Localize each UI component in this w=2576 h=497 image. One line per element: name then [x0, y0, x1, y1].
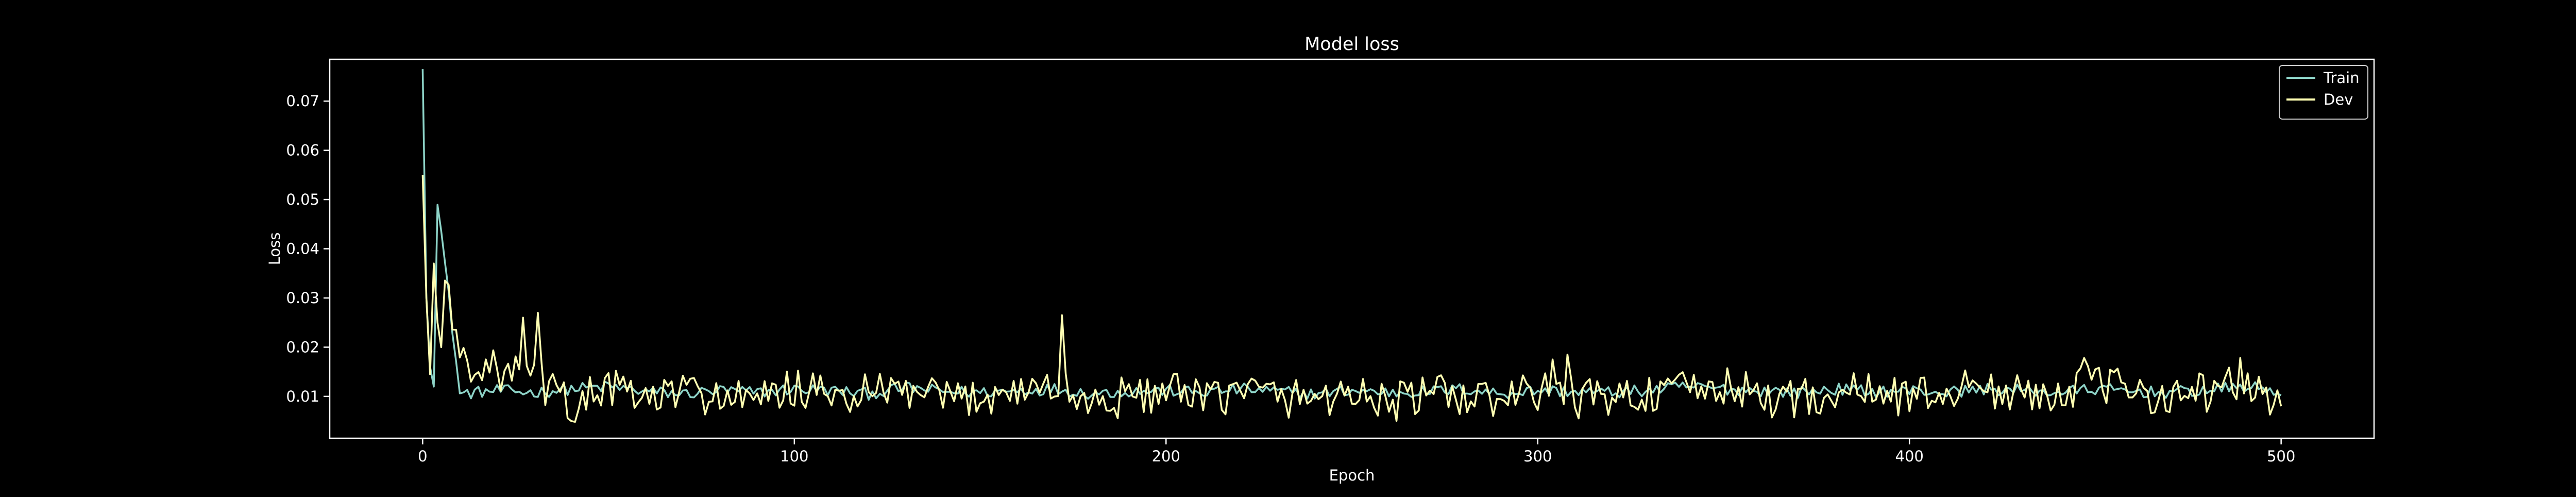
y-axis-label: Loss: [266, 233, 283, 266]
series-line-dev: [421, 175, 2282, 423]
y-tick-label: 0.03: [286, 289, 319, 307]
series-line-train: [421, 69, 2282, 401]
plot-area: 0 100 200 300 400 500 0.01 0.02 0.03 0.04 0.05 0.06…: [286, 58, 2375, 465]
x-tick-label: 0: [418, 448, 427, 465]
chart-title: Model loss: [1304, 34, 1399, 55]
x-tick-label: 300: [1523, 448, 1552, 465]
y-tick-label: 0.07: [286, 92, 319, 110]
y-tick-label: 0.02: [286, 338, 319, 356]
y-tick-label: 0.05: [286, 191, 319, 208]
chart-legend: Train Dev: [2279, 65, 2368, 120]
x-axis-label: Epoch: [1329, 467, 1375, 484]
y-tick-label: 0.01: [286, 388, 319, 405]
x-tick-label: 100: [780, 448, 808, 465]
x-tick-label: 200: [1152, 448, 1180, 465]
y-tick-label: 0.06: [286, 142, 319, 159]
legend-label-dev: Dev: [2324, 91, 2353, 108]
y-tick-label: 0.04: [286, 240, 319, 258]
x-tick-label: 400: [1895, 448, 1924, 465]
x-tick-label: 500: [2267, 448, 2295, 465]
legend-label-train: Train: [2323, 69, 2360, 87]
